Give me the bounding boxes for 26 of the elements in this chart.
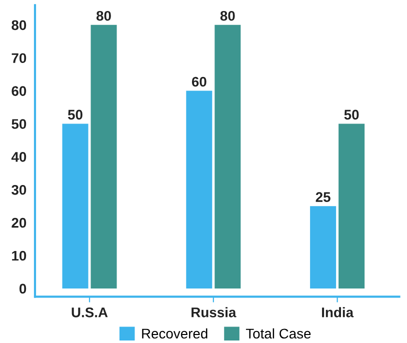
bar (62, 124, 88, 288)
bar (214, 24, 241, 288)
data-label: 50 (68, 110, 82, 120)
x-tick-label: U.S.A (72, 307, 108, 318)
y-tick-label: 20 (12, 218, 26, 228)
bar (338, 124, 365, 288)
data-label: 80 (96, 10, 111, 21)
bar (310, 206, 336, 288)
x-tick-label: India (322, 307, 354, 318)
y-tick-label: 30 (12, 184, 26, 195)
bar (90, 24, 117, 288)
x-tick-label: Russia (192, 307, 236, 318)
y-tick-label: 60 (12, 86, 26, 96)
y-tick-label: 70 (12, 53, 26, 64)
y-tick-label: 10 (12, 250, 26, 261)
data-label: 60 (192, 76, 206, 87)
y-tick-label: 80 (12, 20, 26, 30)
y-tick-label: 50 (12, 119, 26, 129)
y-tick-label: 40 (11, 152, 26, 162)
y-tick-label: 0 (19, 284, 26, 294)
data-label: 50 (344, 110, 359, 120)
legend-label: Total Case (246, 328, 311, 339)
data-label: 80 (220, 10, 235, 21)
data-label: 25 (316, 192, 330, 202)
bar (186, 90, 212, 288)
legend-label: Recovered (142, 328, 208, 339)
